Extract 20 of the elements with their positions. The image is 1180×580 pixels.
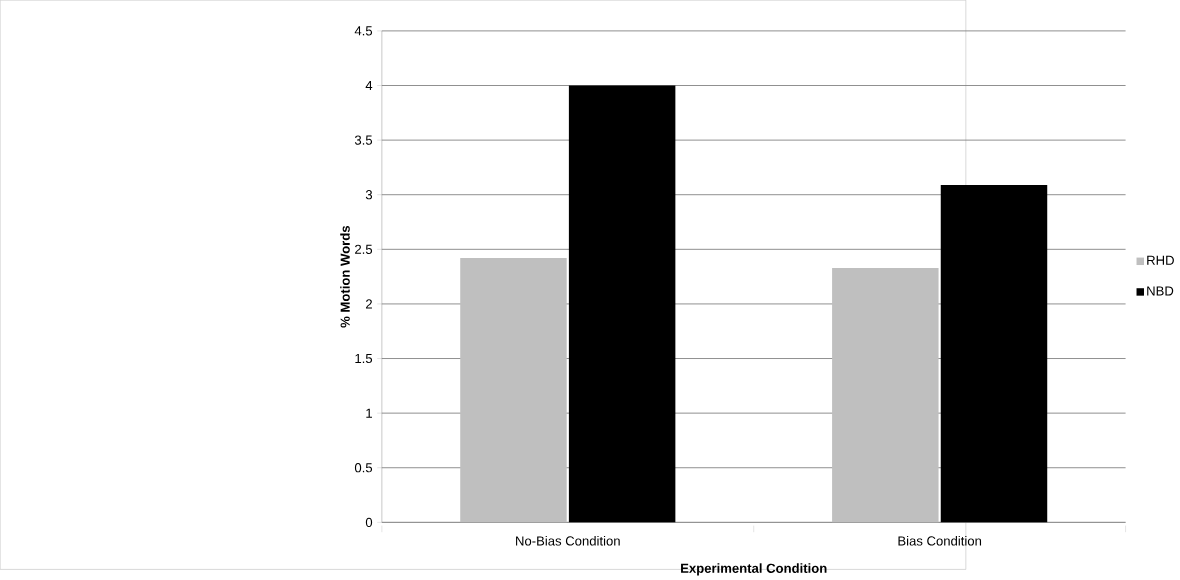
y-axis-title: % Motion Words: [340, 226, 350, 328]
y-tick-label: 3: [365, 190, 373, 200]
x-tick-label: Bias Condition: [898, 536, 982, 546]
legend-label: NBD: [1147, 286, 1174, 296]
y-tick-label: 3.5: [354, 135, 373, 145]
y-tick-label: 0: [365, 517, 373, 528]
x-tick-label: No-Bias Condition: [516, 536, 620, 546]
y-tick-label: 4.5: [354, 26, 373, 36]
y-tick-label: 2.5: [355, 244, 373, 255]
y-tick-label: 1: [366, 408, 372, 418]
y-tick-label: 2: [365, 299, 372, 309]
y-tick-label: 1.5: [355, 354, 373, 364]
bar: [832, 267, 939, 523]
bar: [460, 258, 567, 523]
legend-label: RHD: [1147, 255, 1174, 265]
x-axis-title: Experimental Condition: [681, 563, 827, 576]
y-tick-label: 0.5: [354, 463, 373, 473]
bar: [568, 85, 676, 523]
y-tick-label: 4: [365, 81, 373, 91]
bar: [940, 184, 1048, 523]
